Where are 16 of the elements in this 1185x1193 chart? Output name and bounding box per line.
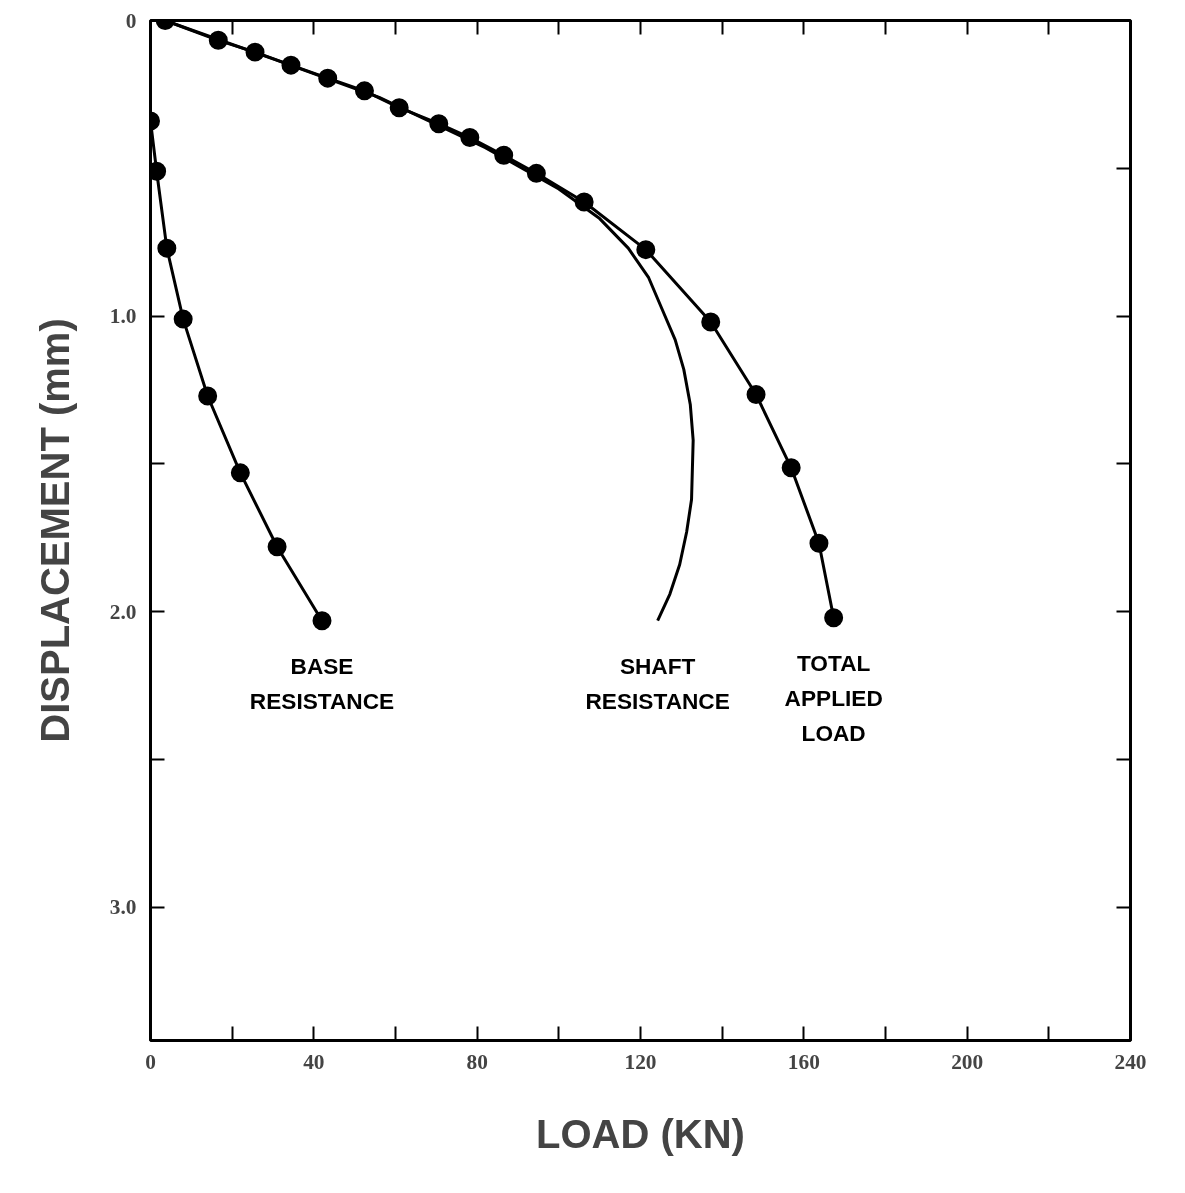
x-tick-label: 200 <box>951 1049 984 1074</box>
y-tick-label: 1.0 <box>109 304 137 329</box>
x-tick-label: 80 <box>466 1049 488 1074</box>
text: TOTAL APPLIED LOAD <box>784 649 883 746</box>
text: BASE RESISTANCE <box>249 652 395 714</box>
y-tick-label: 0 <box>125 8 137 33</box>
x-tick-label: 240 <box>1114 1049 1147 1074</box>
x-tick-label: 40 <box>303 1049 325 1074</box>
y-axis-title: DISPLACEMENT (mm) <box>32 318 77 743</box>
x-tick-label: 120 <box>624 1049 657 1074</box>
y-tick-label: 3.0 <box>109 895 137 920</box>
x-tick-label: 0 <box>145 1049 156 1074</box>
text: SHAFT RESISTANCE <box>585 652 730 714</box>
y-tick-label: 2.0 <box>109 599 137 624</box>
x-axis-title: LOAD (KN) <box>536 1111 745 1156</box>
x-tick-label: 160 <box>787 1049 820 1074</box>
